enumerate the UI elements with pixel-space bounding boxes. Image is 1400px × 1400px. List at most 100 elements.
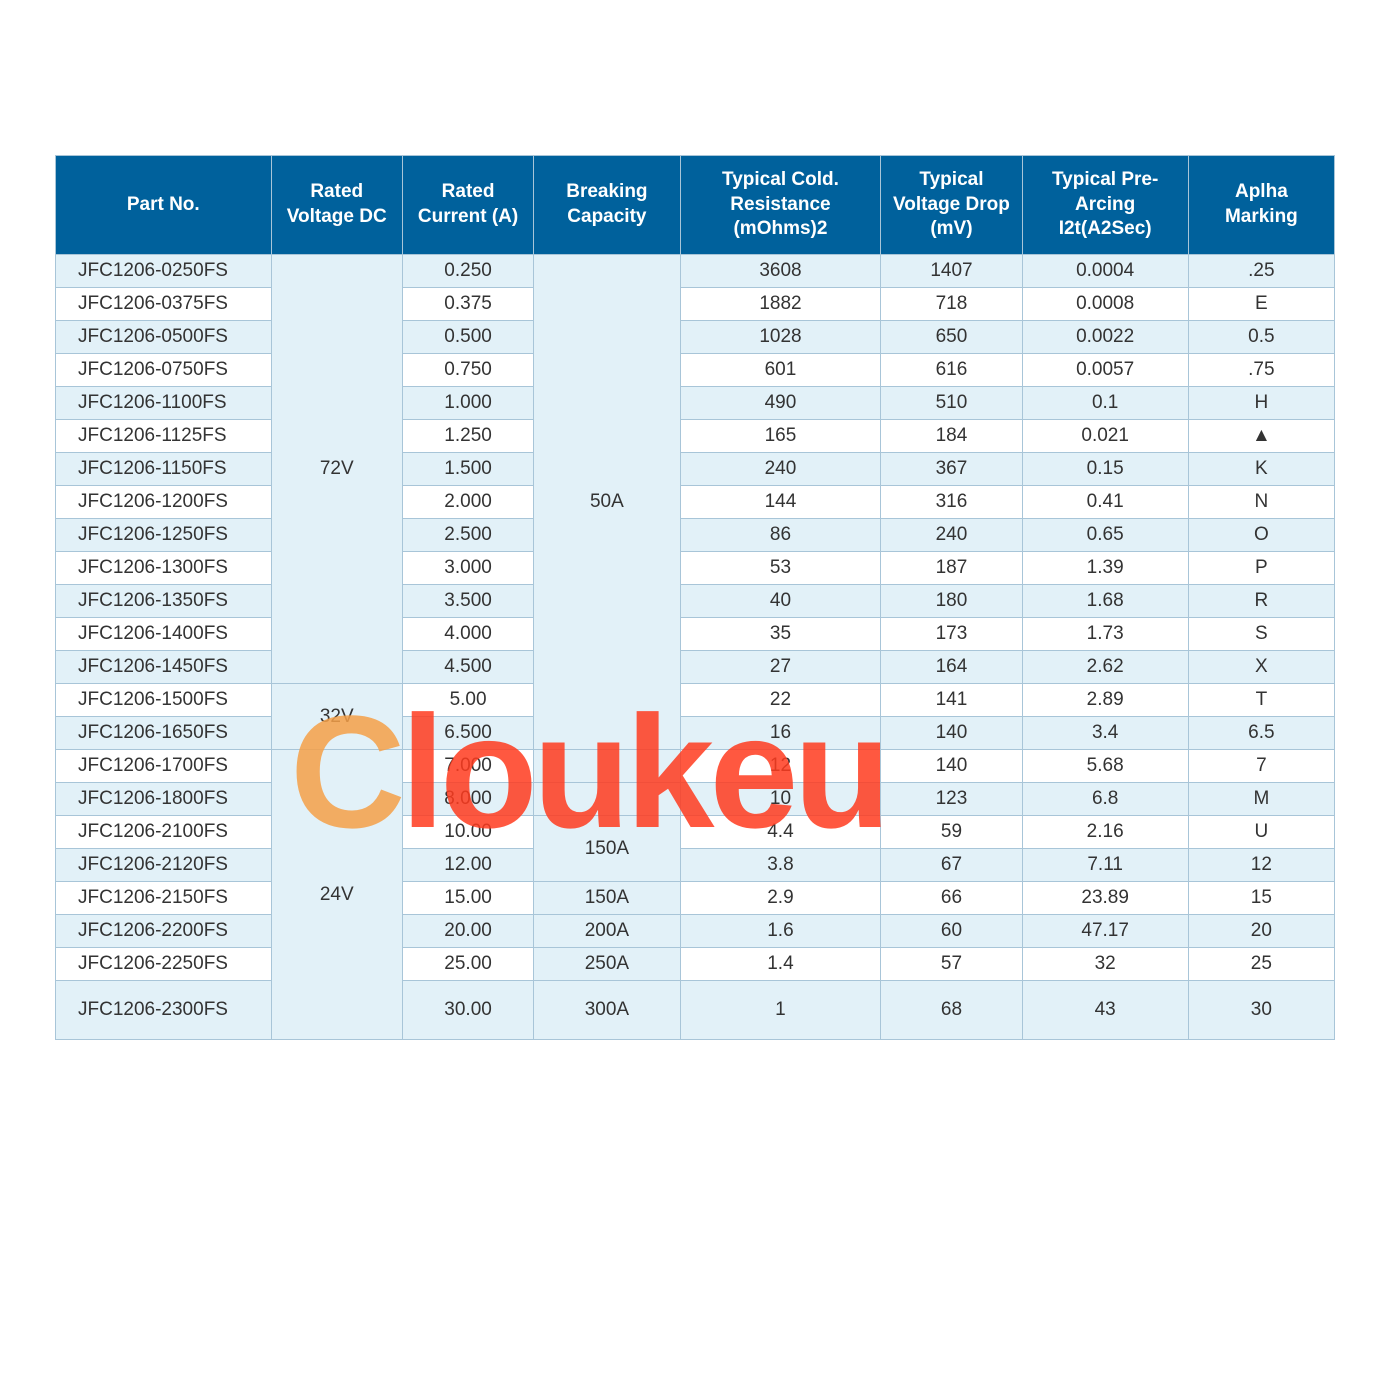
cell-resistance: 16 xyxy=(680,717,881,750)
table-row: JFC1206-0375FS0.37518827180.0008E xyxy=(56,288,1335,321)
cell-current: 12.00 xyxy=(402,849,533,882)
cell-prearc: 0.1 xyxy=(1022,387,1188,420)
table-row: JFC1206-2250FS25.00250A1.4573225 xyxy=(56,948,1335,981)
cell-partno: JFC1206-1150FS xyxy=(56,453,272,486)
col-header-partno: Part No. xyxy=(56,156,272,255)
spec-table-container: Part No. Rated Voltage DC Rated Current … xyxy=(55,155,1335,1040)
cell-prearc: 0.0004 xyxy=(1022,255,1188,288)
cell-marking: ▲ xyxy=(1188,420,1334,453)
cell-marking: P xyxy=(1188,552,1334,585)
cell-current: 6.500 xyxy=(402,717,533,750)
cell-resistance: 53 xyxy=(680,552,881,585)
cell-vdrop: 66 xyxy=(881,882,1022,915)
table-row: JFC1206-1125FS1.2501651840.021▲ xyxy=(56,420,1335,453)
cell-vdrop: 57 xyxy=(881,948,1022,981)
cell-vdrop: 140 xyxy=(881,717,1022,750)
cell-marking: .25 xyxy=(1188,255,1334,288)
cell-voltage: 72V xyxy=(271,255,402,684)
cell-resistance: 27 xyxy=(680,651,881,684)
cell-marking: R xyxy=(1188,585,1334,618)
cell-vdrop: 180 xyxy=(881,585,1022,618)
spec-table: Part No. Rated Voltage DC Rated Current … xyxy=(55,155,1335,1040)
cell-breaking: 300A xyxy=(534,981,680,1040)
cell-marking: X xyxy=(1188,651,1334,684)
cell-breaking xyxy=(534,750,680,783)
cell-marking: 0.5 xyxy=(1188,321,1334,354)
table-row: JFC1206-2120FS12.003.8677.1112 xyxy=(56,849,1335,882)
cell-marking: S xyxy=(1188,618,1334,651)
cell-marking: E xyxy=(1188,288,1334,321)
col-header-marking: Aplha Marking xyxy=(1188,156,1334,255)
cell-prearc: 0.0008 xyxy=(1022,288,1188,321)
cell-breaking xyxy=(534,783,680,816)
cell-resistance: 2.9 xyxy=(680,882,881,915)
header-row: Part No. Rated Voltage DC Rated Current … xyxy=(56,156,1335,255)
cell-partno: JFC1206-0750FS xyxy=(56,354,272,387)
cell-vdrop: 164 xyxy=(881,651,1022,684)
cell-resistance: 1.4 xyxy=(680,948,881,981)
table-row: JFC1206-1350FS 3.500 401801.68R xyxy=(56,585,1335,618)
cell-prearc: 0.021 xyxy=(1022,420,1188,453)
cell-partno: JFC1206-1350FS xyxy=(56,585,272,618)
table-row: JFC1206-1800FS8.000101236.8M xyxy=(56,783,1335,816)
table-row: JFC1206-1400FS4.000351731.73S xyxy=(56,618,1335,651)
cell-vdrop: 140 xyxy=(881,750,1022,783)
cell-partno: JFC1206-1500FS xyxy=(56,684,272,717)
cell-current: 1.500 xyxy=(402,453,533,486)
cell-resistance: 10 xyxy=(680,783,881,816)
cell-marking: 20 xyxy=(1188,915,1334,948)
cell-marking: M xyxy=(1188,783,1334,816)
table-row: JFC1206-1150FS1.5002403670.15K xyxy=(56,453,1335,486)
col-header-current: Rated Current (A) xyxy=(402,156,533,255)
cell-current: 5.00 xyxy=(402,684,533,717)
cell-prearc: 6.8 xyxy=(1022,783,1188,816)
cell-prearc: 7.11 xyxy=(1022,849,1188,882)
cell-partno: JFC1206-0375FS xyxy=(56,288,272,321)
cell-breaking: 150A xyxy=(534,882,680,915)
cell-prearc: 2.62 xyxy=(1022,651,1188,684)
cell-marking: 12 xyxy=(1188,849,1334,882)
cell-marking: .75 xyxy=(1188,354,1334,387)
cell-current: 25.00 xyxy=(402,948,533,981)
cell-resistance: 3608 xyxy=(680,255,881,288)
cell-resistance: 86 xyxy=(680,519,881,552)
table-row: JFC1206-1250FS2.500862400.65O xyxy=(56,519,1335,552)
cell-prearc: 1.73 xyxy=(1022,618,1188,651)
table-row: JFC1206-1200FS2.0001443160.41N xyxy=(56,486,1335,519)
cell-partno: JFC1206-2100FS xyxy=(56,816,272,849)
cell-partno: JFC1206-1800FS xyxy=(56,783,272,816)
cell-current: 7.000 xyxy=(402,750,533,783)
cell-marking: U xyxy=(1188,816,1334,849)
cell-resistance: 4.4 xyxy=(680,816,881,849)
table-row: JFC1206-2300FS30.00300A1684330 xyxy=(56,981,1335,1040)
cell-partno: JFC1206-1700FS xyxy=(56,750,272,783)
cell-current: 15.00 xyxy=(402,882,533,915)
table-row: JFC1206-2150FS15.00150A2.96623.8915 xyxy=(56,882,1335,915)
cell-partno: JFC1206-2200FS xyxy=(56,915,272,948)
table-row: JFC1206-1500FS32V5.00221412.89T xyxy=(56,684,1335,717)
cell-current: 3.000 xyxy=(402,552,533,585)
cell-vdrop: 68 xyxy=(881,981,1022,1040)
col-header-voltage: Rated Voltage DC xyxy=(271,156,402,255)
col-header-vdrop: Typical Voltage Drop (mV) xyxy=(881,156,1022,255)
cell-vdrop: 718 xyxy=(881,288,1022,321)
cell-resistance: 490 xyxy=(680,387,881,420)
cell-partno: JFC1206-1300FS xyxy=(56,552,272,585)
cell-prearc: 0.0057 xyxy=(1022,354,1188,387)
cell-marking: 15 xyxy=(1188,882,1334,915)
cell-partno: JFC1206-1250FS xyxy=(56,519,272,552)
cell-partno: JFC1206-2120FS xyxy=(56,849,272,882)
cell-vdrop: 1407 xyxy=(881,255,1022,288)
cell-prearc: 5.68 xyxy=(1022,750,1188,783)
cell-prearc: 1.68 xyxy=(1022,585,1188,618)
cell-resistance: 1028 xyxy=(680,321,881,354)
cell-prearc: 0.65 xyxy=(1022,519,1188,552)
cell-current: 3.500 xyxy=(402,585,533,618)
cell-marking: 6.5 xyxy=(1188,717,1334,750)
cell-breaking: 200A xyxy=(534,915,680,948)
cell-resistance: 40 xyxy=(680,585,881,618)
cell-partno: JFC1206-0250FS xyxy=(56,255,272,288)
cell-prearc: 2.16 xyxy=(1022,816,1188,849)
cell-resistance: 601 xyxy=(680,354,881,387)
cell-current: 4.500 xyxy=(402,651,533,684)
